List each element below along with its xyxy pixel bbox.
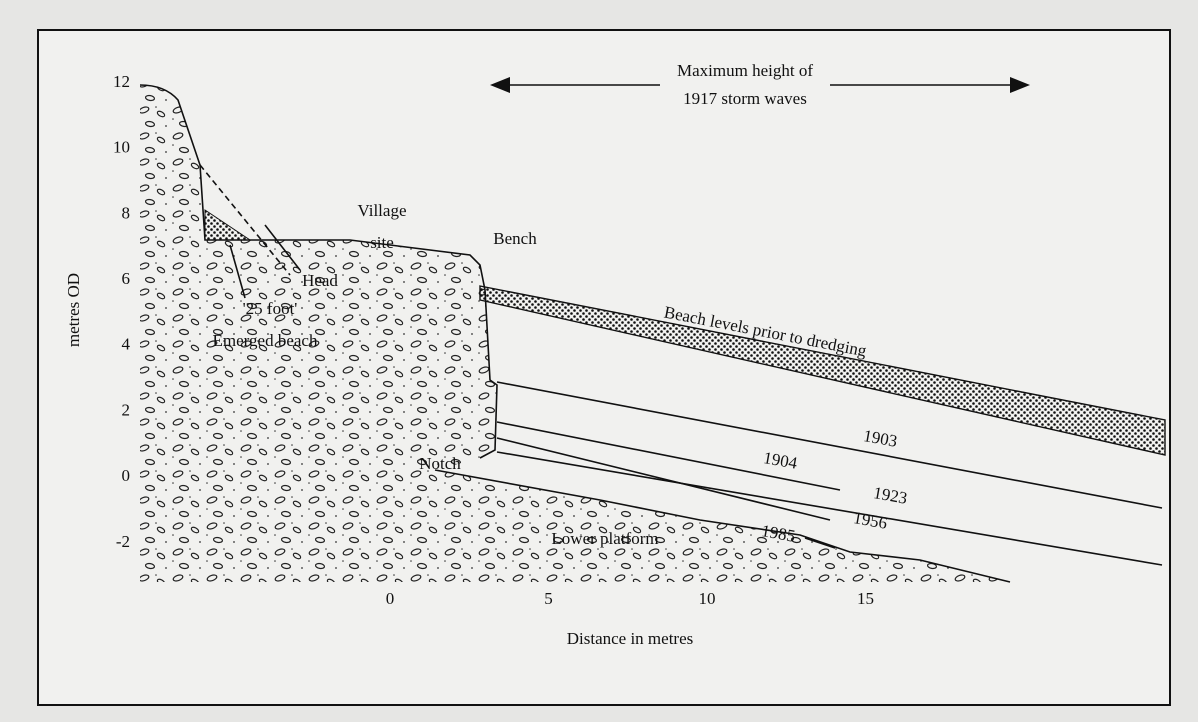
x-tick-label: 0 <box>386 589 395 608</box>
profile-lines <box>496 381 1163 566</box>
y-tick-label: 8 <box>122 203 131 222</box>
y-tick-label: 2 <box>122 400 131 419</box>
y-axis-label: metres OD <box>64 273 83 347</box>
y-tick-label: 4 <box>122 335 131 354</box>
label: Head <box>302 271 338 290</box>
beach-band <box>479 285 1166 456</box>
x-tick-label: 10 <box>699 589 716 608</box>
x-tick-label: 15 <box>857 589 874 608</box>
y-tick-label: 12 <box>113 72 130 91</box>
y-tick-label: -2 <box>116 532 130 551</box>
label: Emerged beach <box>213 331 318 350</box>
arrow-label: Maximum height of <box>677 61 813 80</box>
label: Lower platform <box>551 529 658 548</box>
label: site <box>370 233 394 252</box>
y-tick-label: 6 <box>122 269 131 288</box>
y-tick-label: 10 <box>113 138 130 157</box>
label: Bench <box>493 229 537 248</box>
y-tick-label: 0 <box>122 466 131 485</box>
arrow-label: 1917 storm waves <box>683 89 807 108</box>
x-axis-label: Distance in metres <box>567 629 694 648</box>
x-tick-label: 5 <box>544 589 553 608</box>
ground <box>139 84 1011 583</box>
label: Notch <box>419 454 461 473</box>
storm-arrow: Maximum height of 1917 storm waves <box>490 61 1030 108</box>
label: '25 foot' <box>243 299 298 318</box>
label: Village <box>357 201 406 220</box>
